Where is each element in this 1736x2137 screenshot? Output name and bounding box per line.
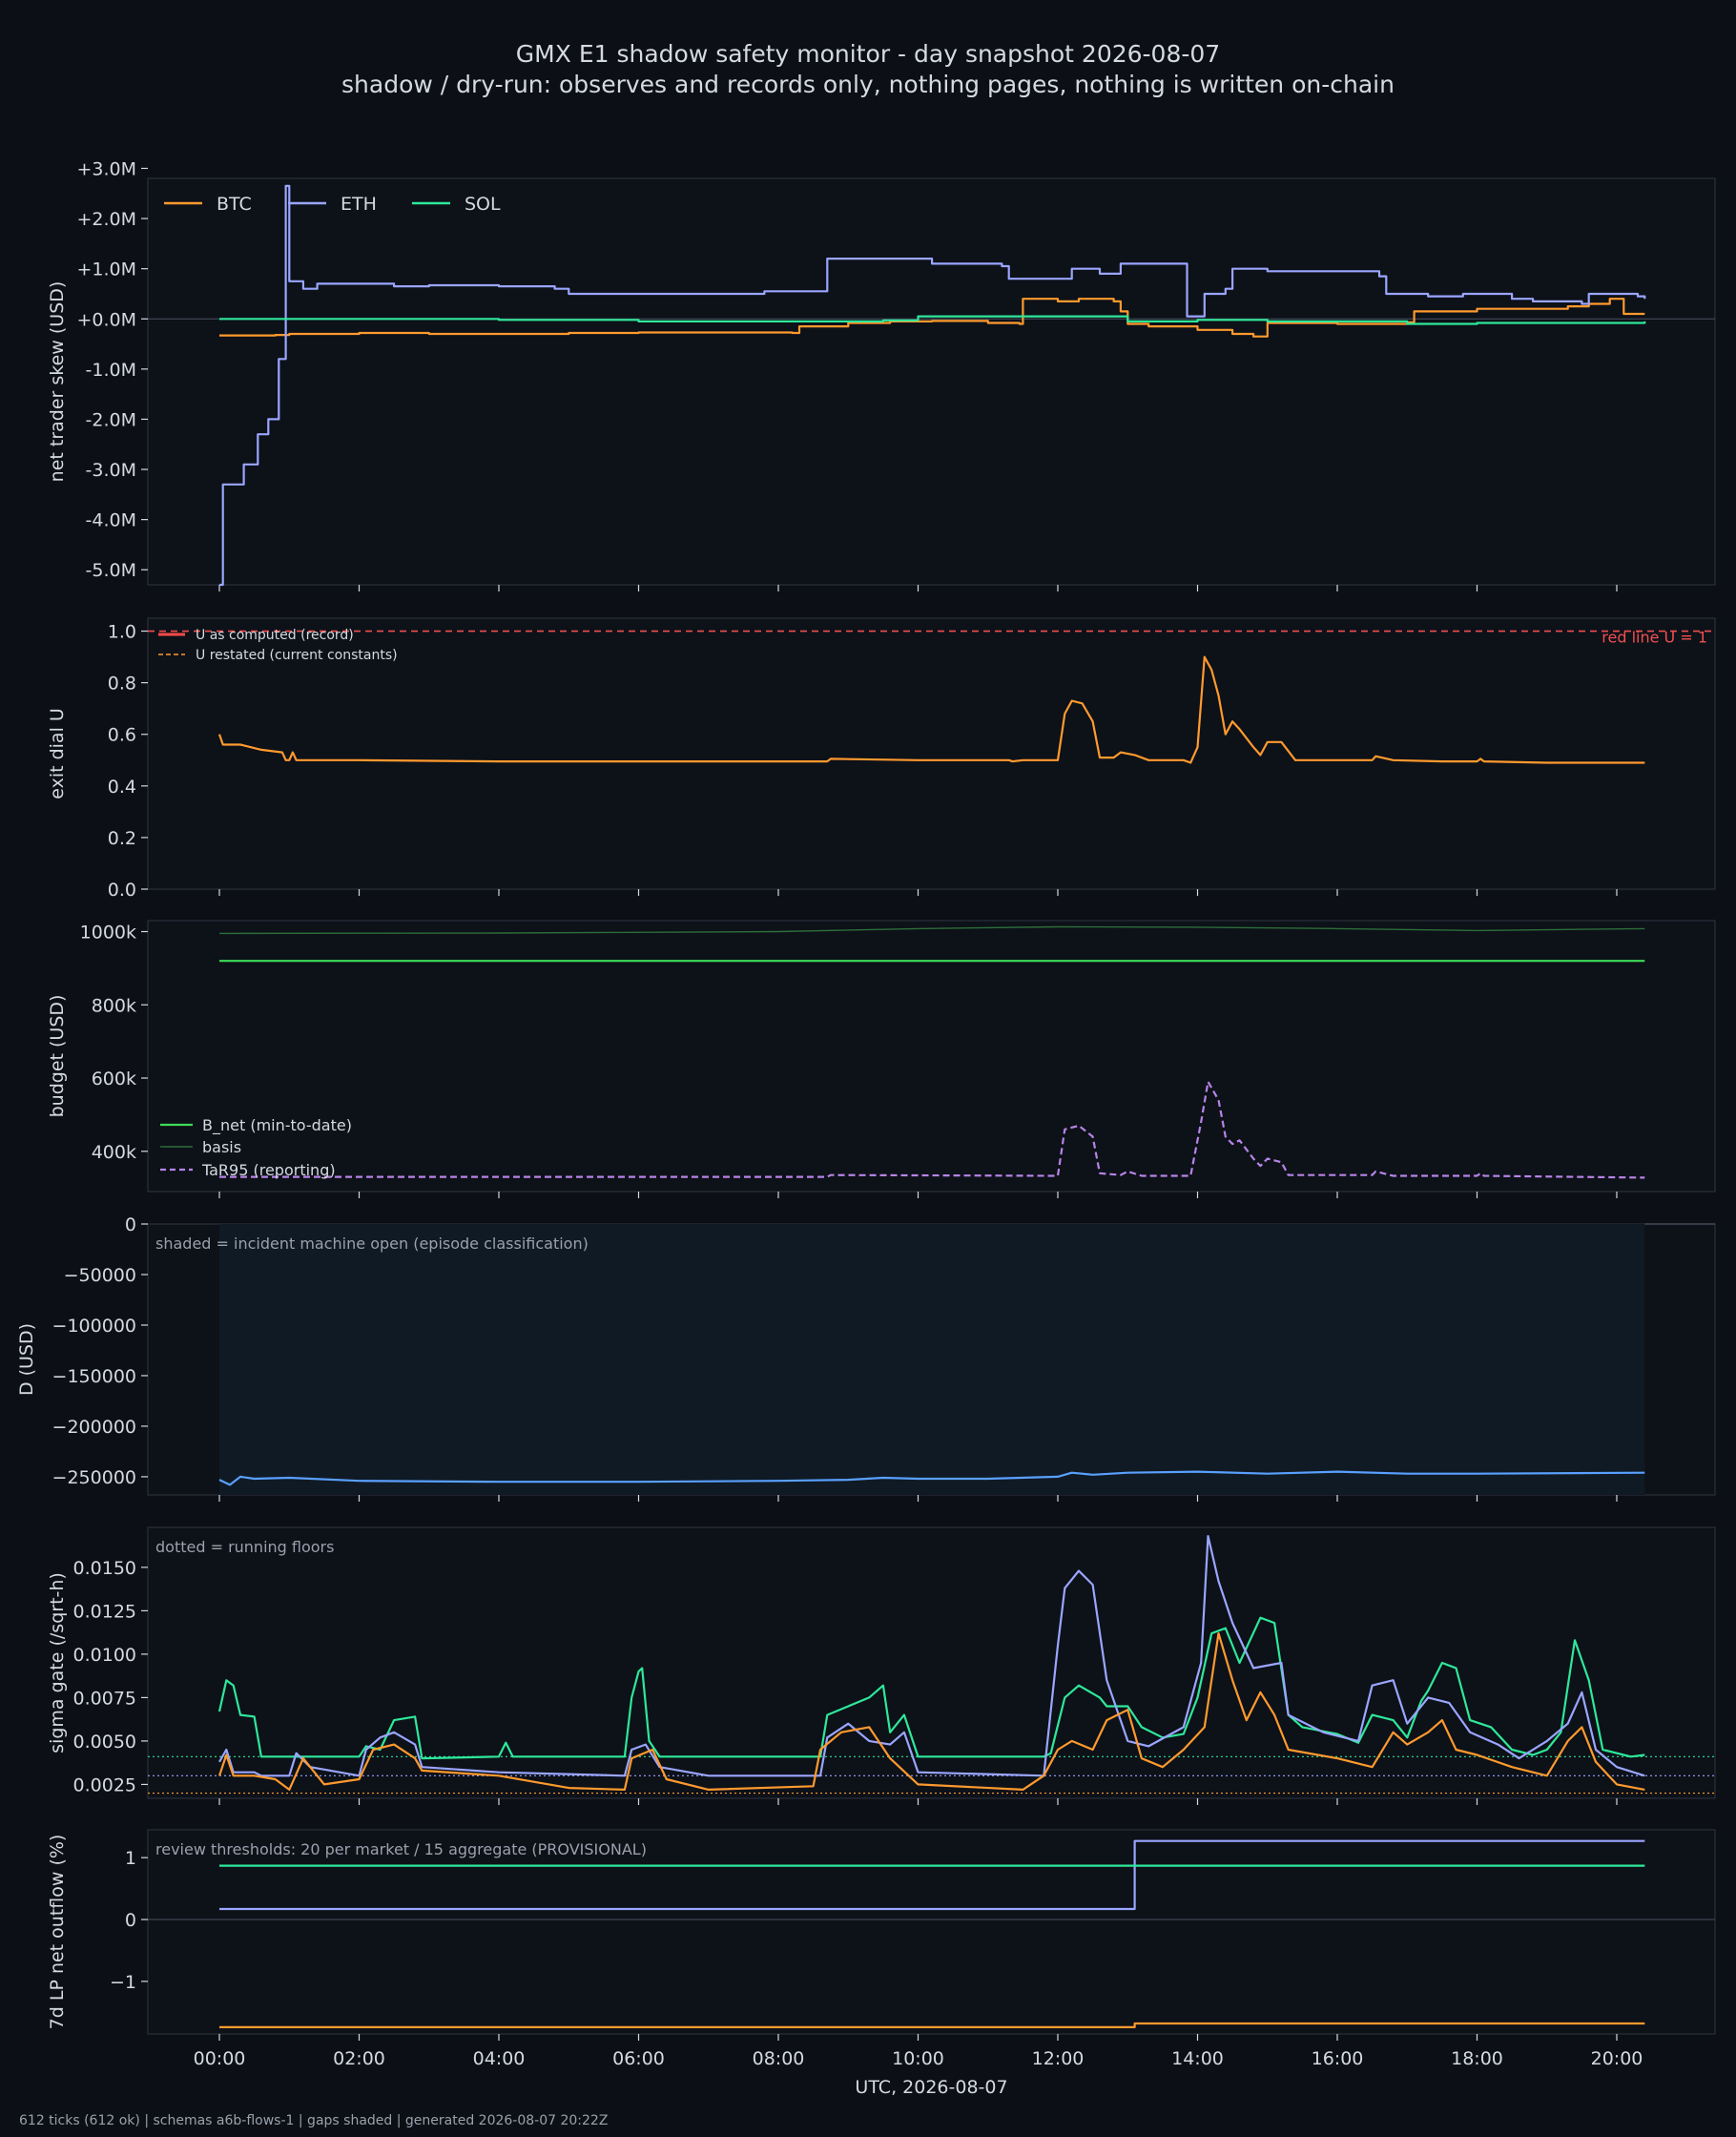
panel-skew: +3.0M +2.0M +1.0M +0.0M -1.0M -2.0M -3.0M -4.0M… [47,158,1716,591]
y-tick-label: 0.8 [108,674,136,695]
y-axis-label: exit dial U [47,708,68,799]
legend-label: BTC [217,194,252,215]
y-tick-label: +3.0M [76,158,136,179]
panel-frame [147,1829,1716,2035]
panel-annotation: shaded = incident machine open (episode … [155,1234,589,1253]
series-line-d [218,1470,1645,1486]
y-tick-label: −150000 [52,1366,136,1387]
x-axis-label: UTC, 2026-08-07 [855,2077,1007,2098]
panel-sigma: 0.0150 0.0125 0.0100 0.0075 0.0050 0.0025sigm… [47,1526,1716,1805]
panel-annotation: review thresholds: 20 per market / 15 ag… [155,1840,647,1858]
x-tick-label: 16:00 [1312,2048,1364,2069]
y-tick-label: -2.0M [86,409,136,430]
y-tick-label: −200000 [52,1417,136,1438]
legend-label: U restated (current constants) [196,648,398,663]
legend-label: SOL [465,194,501,215]
y-tick-label: +1.0M [76,259,136,280]
y-tick-label: +2.0M [76,209,136,230]
series-line-eth [219,184,1646,587]
y-tick-label: 1 [125,1848,136,1869]
x-tick-label: 00:00 [194,2048,246,2069]
red-line-label: red line U = 1 [1602,629,1707,647]
y-tick-label: 0 [125,1214,136,1235]
x-tick-label: 06:00 [612,2048,665,2069]
legend-label: TaR95 (reporting) [201,1161,336,1179]
x-tick-label: 20:00 [1591,2048,1643,2069]
y-tick-label: 0.0025 [73,1774,136,1795]
y-tick-label: -1.0M [86,360,136,381]
y-axis-label: D (USD) [16,1323,37,1396]
panel-lp_outflow: 1 0 −1 7d LP net outflow (%) review threshol… [47,1829,1716,2098]
panel-budget: 1000k 800k 600k 400k budget (USD) B_net (min-… [47,920,1716,1198]
y-axis-label: 7d LP net outflow (%) [47,1835,68,2030]
series-line-basis [218,925,1645,935]
y-tick-label: 0.0150 [73,1558,136,1579]
x-tick-label: 08:00 [753,2048,805,2069]
y-tick-label: 0.6 [108,725,136,746]
panel-annotation: dotted = running floors [155,1538,334,1556]
y-tick-label: -4.0M [86,510,136,531]
y-tick-label: −250000 [52,1467,136,1488]
y-tick-label: 1.0 [108,622,136,643]
panel-frame [147,920,1716,1193]
legend-label: U as computed (record) [196,628,354,643]
series-line-eth [219,1839,1645,1911]
x-tick-label: 02:00 [333,2048,385,2069]
legend-label: basis [202,1138,241,1156]
series-line-sol [217,1616,1645,1760]
y-tick-label: 800k [92,995,136,1016]
x-tick-label: 12:00 [1032,2048,1085,2069]
y-tick-label: −100000 [52,1316,136,1337]
legend-label: B_net (min-to-date) [202,1116,352,1135]
y-tick-label: 0.0075 [73,1688,136,1709]
chart-title: GMX E1 shadow safety monitor - day snaps… [515,40,1221,68]
chart-subtitle: shadow / dry-run: observes and records o… [341,71,1395,98]
x-tick-label: 04:00 [473,2048,526,2069]
y-tick-label: 1000k [80,923,136,944]
x-tick-label: 14:00 [1171,2048,1224,2069]
panel-frame [147,617,1716,890]
y-tick-label: -3.0M [86,460,136,481]
y-tick-label: 0.4 [108,777,136,798]
x-tick-label: 18:00 [1451,2048,1503,2069]
y-tick-label: 400k [92,1142,136,1163]
y-tick-label: 0.0 [108,880,136,901]
y-tick-label: 0.0125 [73,1601,136,1622]
legend-label: ETH [341,194,377,215]
incident-shade [219,1224,1645,1495]
x-tick-label: 10:00 [892,2048,944,2069]
series-line-u [217,655,1645,764]
series-line-tar95 [219,1080,1645,1179]
y-tick-label: 0 [125,1910,136,1931]
y-tick-label: 0.2 [108,828,136,849]
y-axis-label: net trader skew (USD) [47,281,68,483]
series-line-btc [217,1632,1645,1791]
y-axis-label: sigma gate (/sqrt-h) [47,1572,68,1753]
series-line-eth [218,1535,1645,1777]
series-line-sol [219,315,1646,325]
y-tick-label: 0.0100 [73,1645,136,1666]
series-line-btc [219,2022,1645,2028]
y-tick-label: 600k [92,1068,136,1089]
y-tick-label: -5.0M [86,560,136,581]
y-tick-label: 0.0050 [73,1732,136,1753]
y-tick-label: −1 [110,1972,136,1993]
y-tick-label: −50000 [64,1265,136,1286]
panel-exit_dial: 1.0 0.8 0.6 0.4 0.2 0.0 exit dial U red line U … [47,617,1716,901]
footer-status: 612 ticks (612 ok) | schemas a6b-flows-1… [19,2113,609,2128]
panel-d_usd: 0 −50000 −100000 −150000 −200000 −250000 D (US… [16,1214,1716,1502]
series-line-btc [219,298,1645,338]
y-axis-label: budget (USD) [47,995,68,1118]
y-tick-label: +0.0M [76,309,136,330]
panel-frame [147,177,1716,586]
